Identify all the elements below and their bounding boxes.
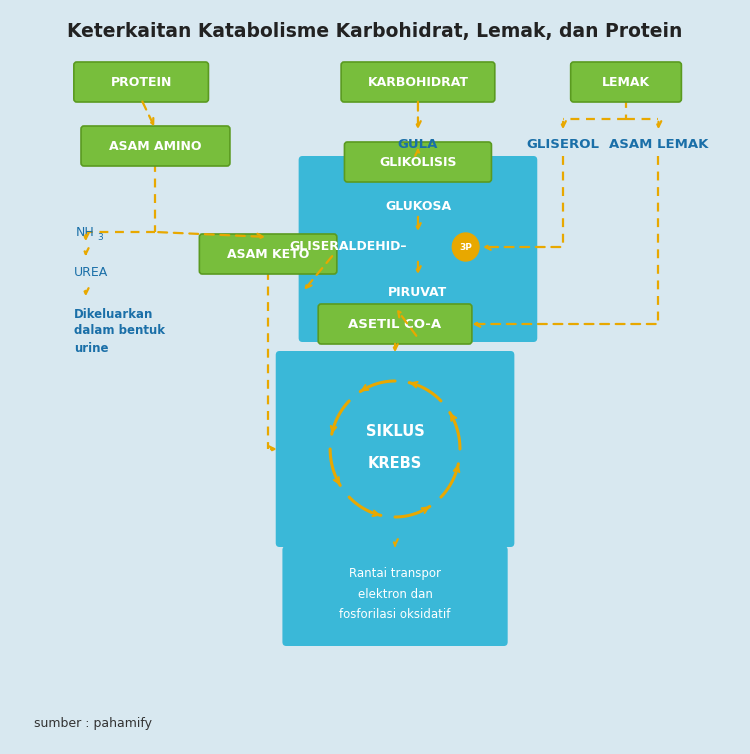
FancyBboxPatch shape	[276, 351, 514, 547]
Text: sumber : pahamify: sumber : pahamify	[34, 718, 152, 731]
Text: Dikeluarkan: Dikeluarkan	[74, 308, 154, 320]
Text: GLIKOLISIS: GLIKOLISIS	[380, 155, 457, 168]
Text: ASETIL CO-A: ASETIL CO-A	[349, 317, 442, 330]
Text: dalam bentuk: dalam bentuk	[74, 324, 165, 338]
Text: GULA: GULA	[398, 137, 438, 151]
FancyBboxPatch shape	[318, 304, 472, 344]
Text: KARBOHIDRAT: KARBOHIDRAT	[368, 75, 469, 88]
Text: KREBS: KREBS	[368, 456, 422, 471]
FancyBboxPatch shape	[74, 62, 209, 102]
Text: PIRUVAT: PIRUVAT	[388, 286, 448, 299]
Text: fosforilasi oksidatif: fosforilasi oksidatif	[339, 608, 451, 621]
Text: Rantai transpor: Rantai transpor	[349, 568, 441, 581]
Text: NH: NH	[76, 225, 95, 238]
FancyBboxPatch shape	[200, 234, 337, 274]
FancyBboxPatch shape	[571, 62, 682, 102]
Text: UREA: UREA	[74, 265, 109, 278]
FancyBboxPatch shape	[81, 126, 230, 166]
FancyBboxPatch shape	[344, 142, 491, 182]
FancyBboxPatch shape	[283, 546, 508, 646]
Text: ASAM LEMAK: ASAM LEMAK	[609, 137, 708, 151]
Text: GLISEROL: GLISEROL	[526, 137, 599, 151]
Text: LEMAK: LEMAK	[602, 75, 650, 88]
Text: elektron dan: elektron dan	[358, 587, 433, 600]
Text: ASAM KETO: ASAM KETO	[227, 247, 309, 260]
FancyBboxPatch shape	[298, 156, 537, 342]
Text: ASAM AMINO: ASAM AMINO	[110, 139, 202, 152]
Text: 3P: 3P	[459, 243, 472, 252]
Text: urine: urine	[74, 342, 109, 354]
Text: SIKLUS: SIKLUS	[366, 424, 424, 439]
Text: Keterkaitan Katabolisme Karbohidrat, Lemak, dan Protein: Keterkaitan Katabolisme Karbohidrat, Lem…	[68, 23, 682, 41]
Text: 3: 3	[98, 232, 103, 241]
FancyBboxPatch shape	[341, 62, 495, 102]
Text: GLUKOSA: GLUKOSA	[385, 200, 451, 213]
Text: PROTEIN: PROTEIN	[110, 75, 172, 88]
Circle shape	[452, 233, 479, 261]
Text: GLISERALDEHID–: GLISERALDEHID–	[289, 241, 406, 253]
